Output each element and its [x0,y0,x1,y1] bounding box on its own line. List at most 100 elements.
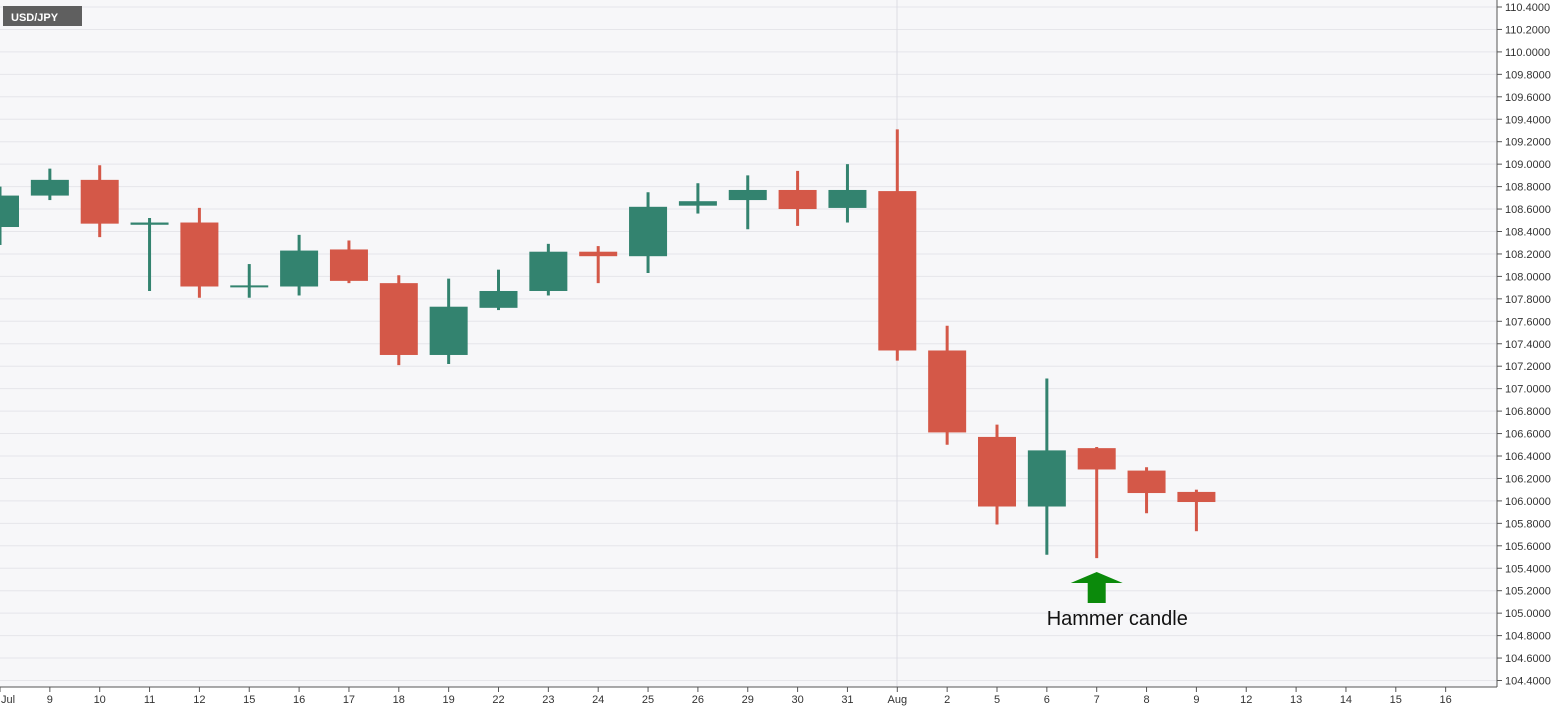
x-tick-label: 18 [393,694,405,706]
y-tick-label: 105.6000 [1505,541,1551,553]
candle-body [429,306,468,355]
symbol-badge-bg [3,6,82,26]
y-tick-label: 108.0000 [1505,271,1551,283]
x-tick-label: 29 [742,694,754,706]
candle-body [379,283,418,355]
candle-body [629,206,668,257]
y-tick-label: 106.2000 [1505,473,1551,485]
candle [1127,467,1166,514]
candle [80,165,119,238]
candle [778,170,817,226]
x-tick-label: Aug [888,694,908,706]
candle-body [80,179,119,224]
y-tick-label: 105.4000 [1505,563,1551,575]
candle [130,218,169,291]
candle [1177,489,1216,532]
candle [529,243,568,296]
symbol-badge: USD/JPY [3,6,82,26]
annotation-label: Hammer candle [1047,608,1188,630]
x-tick-label: 13 [1290,694,1302,706]
x-tick-label: 15 [1390,694,1402,706]
candle [379,275,418,366]
candles-layer [0,129,1216,559]
x-tick-label: 12 [193,694,205,706]
y-tick-label: 110.4000 [1505,2,1550,14]
y-tick-label: 110.0000 [1505,47,1550,59]
x-tick-label: 10 [94,694,106,706]
y-tick-label: 107.0000 [1505,384,1551,396]
y-tick-label: 108.8000 [1505,182,1551,194]
candle [280,234,319,296]
y-tick-label: 104.4000 [1505,676,1551,688]
x-tick-label: 2 [944,694,950,706]
candle [230,264,269,298]
x-tick-label: 9 [1193,694,1199,706]
candle [0,186,19,245]
candle-body [928,350,967,433]
annotation-layer: Hammer candle [1047,572,1188,630]
candle [1077,447,1116,559]
candle-body [579,251,618,257]
candle [1027,378,1066,555]
x-tick-label: 12 [1240,694,1252,706]
candle [878,129,917,361]
candle [180,207,219,298]
candle [728,175,767,230]
candle-body [280,250,319,287]
y-tick-label: 105.0000 [1505,608,1551,620]
candle [579,246,618,284]
candle-body [230,285,269,288]
x-tick-label: 7 [1094,694,1100,706]
x-tick-label: 5 [994,694,1000,706]
x-tick-label: 25 [642,694,654,706]
symbol-label: USD/JPY [11,12,59,24]
y-tick-label: 106.8000 [1505,406,1551,418]
candle-body [978,436,1016,507]
candle-body [828,189,867,208]
candle-body [130,222,169,225]
y-tick-label: 108.2000 [1505,249,1551,261]
x-tick-label: 16 [1440,694,1452,706]
y-tick-label: 109.8000 [1505,69,1551,81]
y-tick-label: 106.6000 [1505,429,1551,441]
y-tick-label: 108.6000 [1505,204,1551,216]
x-tick-label: 6 [1044,694,1050,706]
candle [928,325,967,445]
y-tick-label: 106.0000 [1505,496,1551,508]
candle [678,183,717,214]
y-tick-label: 107.2000 [1505,361,1551,373]
x-tick-label: 24 [592,694,604,706]
x-tick-label: 8 [1143,694,1149,706]
candle-body [30,179,69,196]
candle [629,192,668,274]
y-tick-label: 108.4000 [1505,227,1551,239]
annotation-arrow-up-icon [1070,572,1123,603]
x-tick-label: 22 [492,694,504,706]
candle-body [479,290,518,308]
candle-body [529,251,568,291]
candle-body [1127,470,1166,494]
y-tick-label: 106.4000 [1505,451,1551,463]
candle [978,424,1016,525]
candle-body [1027,450,1066,507]
candle [30,168,69,201]
candle-body [878,191,917,351]
x-tick-label: 30 [791,694,803,706]
candle-body [678,201,717,206]
y-tick-label: 104.6000 [1505,653,1551,665]
y-tick-label: 107.4000 [1505,339,1551,351]
y-tick-label: 107.6000 [1505,316,1551,328]
y-axis-ticks: 110.4000 110.2000 110.0000 109.8000 109.6000… [1497,2,1551,688]
candle-body [1177,491,1216,503]
y-tick-label: 107.8000 [1505,294,1551,306]
y-tick-label: 105.2000 [1505,586,1551,598]
candle-body [778,189,817,210]
candle-body [329,249,368,281]
y-tick-label: 109.4000 [1505,114,1551,126]
x-tick-label: 19 [443,694,455,706]
x-tick-label: 16 [293,694,305,706]
x-tick-label: 15 [243,694,255,706]
candle-body [180,222,219,287]
